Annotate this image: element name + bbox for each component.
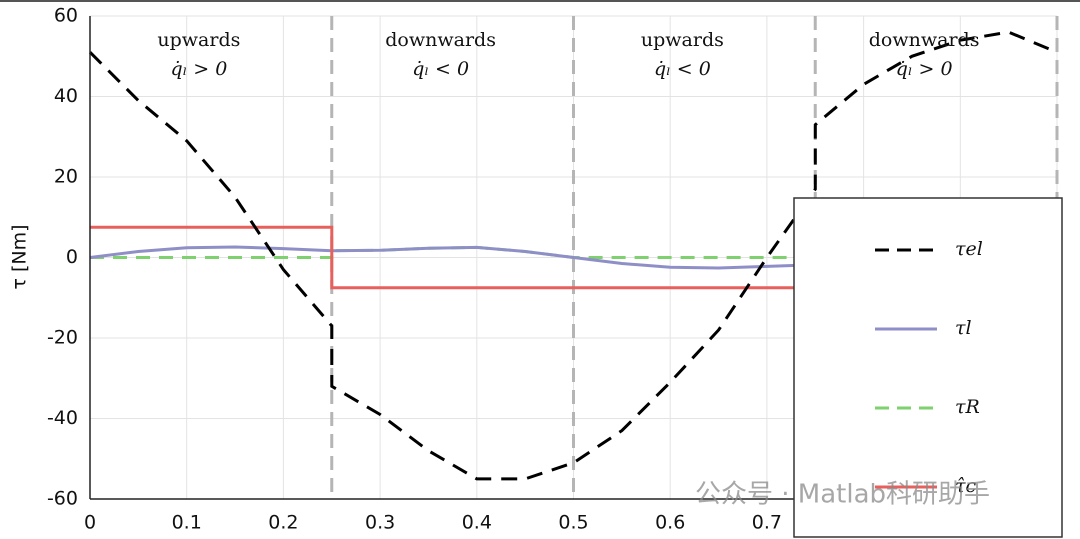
y-axis-label: τ [Nm] bbox=[9, 224, 31, 289]
annotation: downwards bbox=[869, 29, 980, 51]
x-tick-label: 0.5 bbox=[558, 512, 588, 534]
x-tick-label: 0.1 bbox=[172, 512, 202, 534]
legend-box bbox=[793, 197, 1063, 538]
annotation-condition: q̇ₗ > 0 bbox=[170, 58, 227, 80]
y-tick-label: 40 bbox=[54, 85, 78, 107]
y-tick-label: 20 bbox=[54, 166, 78, 188]
annotation-condition: q̇ₗ < 0 bbox=[654, 58, 711, 80]
annotation: upwards bbox=[157, 29, 240, 51]
legend-label: τ̂c bbox=[955, 475, 977, 497]
annotation: upwards bbox=[641, 29, 724, 51]
x-tick-label: 0.6 bbox=[655, 512, 685, 534]
legend-label: τl bbox=[955, 317, 972, 339]
annotation: downwards bbox=[385, 29, 496, 51]
x-tick-label: 0 bbox=[84, 512, 96, 534]
y-tick-label: -20 bbox=[47, 327, 78, 349]
legend: τel τl τR τ̂c bbox=[793, 197, 1063, 538]
annotation-condition: q̇ₗ < 0 bbox=[412, 58, 469, 80]
legend-label: τel bbox=[955, 238, 983, 260]
y-tick-label: 60 bbox=[54, 5, 78, 27]
x-tick-label: 0.2 bbox=[268, 512, 298, 534]
series-line bbox=[88, 30, 1058, 481]
y-tick-label: -60 bbox=[47, 488, 78, 510]
y-tick-label: 0 bbox=[66, 246, 78, 268]
annotation-condition: q̇ₗ > 0 bbox=[896, 58, 953, 80]
watermark: 公众号 · Matlab科研助手 bbox=[695, 480, 990, 510]
x-tick-label: 0.7 bbox=[752, 512, 782, 534]
y-tick-label: -40 bbox=[47, 407, 78, 429]
legend-label: τR bbox=[955, 396, 980, 418]
x-tick-label: 0.4 bbox=[462, 512, 492, 534]
x-tick-label: 0.3 bbox=[365, 512, 395, 534]
